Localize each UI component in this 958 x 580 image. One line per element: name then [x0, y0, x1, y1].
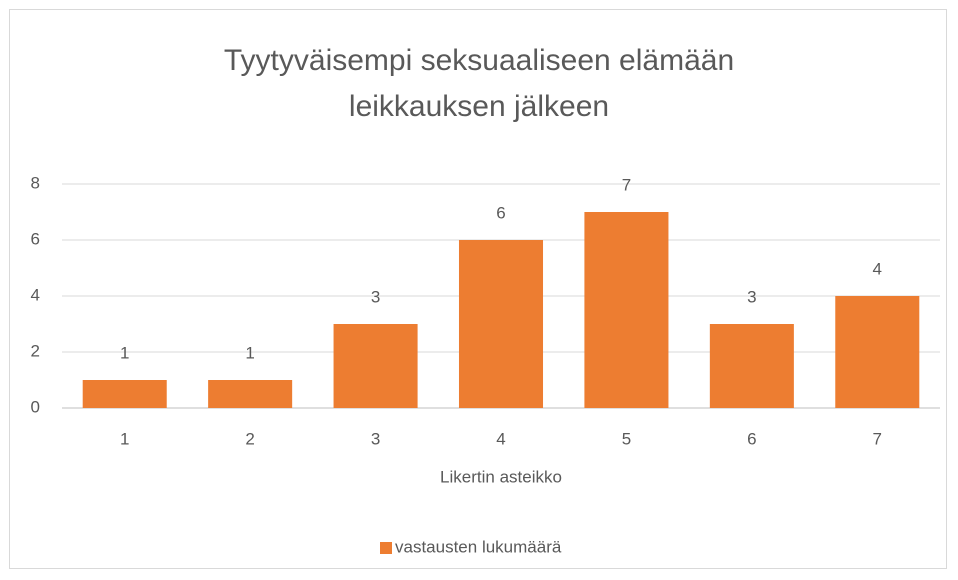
- y-tick-label: 2: [31, 341, 40, 360]
- y-tick-label: 8: [31, 173, 40, 192]
- x-tick-label: 4: [496, 429, 505, 448]
- bar: [458, 240, 544, 408]
- data-label: 7: [622, 175, 631, 194]
- bar: [208, 380, 293, 408]
- data-label: 4: [873, 259, 882, 278]
- data-label: 3: [747, 287, 756, 306]
- x-tick-label: 3: [371, 429, 380, 448]
- y-tick-label: 4: [31, 285, 40, 304]
- chart-title: Tyytyväisempi seksuaaliseen elämään leik…: [223, 44, 735, 123]
- x-tick-label: 5: [622, 429, 631, 448]
- x-tick-label: 6: [747, 429, 756, 448]
- bar: [709, 324, 794, 408]
- bar: [82, 380, 167, 408]
- y-tick-label: 6: [31, 229, 40, 248]
- x-tick-label: 2: [245, 429, 254, 448]
- x-axis-label: Likertin asteikko: [440, 467, 562, 486]
- chart-frame: [9, 9, 947, 569]
- data-label: 1: [120, 343, 129, 362]
- x-tick-label: 1: [120, 429, 129, 448]
- x-tick-label: 7: [873, 429, 882, 448]
- data-label: 3: [371, 287, 380, 306]
- bar: [835, 296, 920, 408]
- legend-swatch: [380, 542, 392, 554]
- bar: [584, 212, 669, 408]
- legend-label: vastausten lukumäärä: [395, 537, 562, 556]
- y-tick-label: 0: [31, 397, 40, 416]
- data-label: 6: [496, 203, 505, 222]
- data-label: 1: [245, 343, 254, 362]
- bar: [333, 324, 418, 408]
